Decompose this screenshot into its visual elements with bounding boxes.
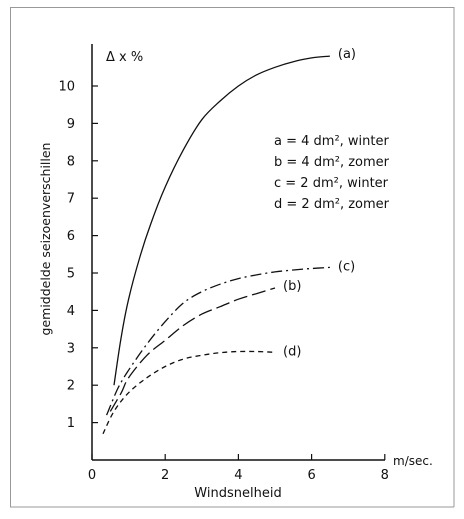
y-tick-label: 9: [67, 117, 75, 132]
x-tick-label: 0: [88, 468, 96, 483]
series-label: (d): [283, 344, 301, 359]
y-tick-label: 1: [67, 416, 75, 431]
legend-entry: d = 2 dm², zomer: [274, 197, 390, 212]
y-tick-label: 10: [58, 80, 75, 95]
chart-frame: 1 2 3 4 5 6 7 8 9 10 0 2 4 6 8 Δ x % m/sec. Windsnelh…: [10, 7, 458, 513]
y-tick-label: 6: [67, 229, 75, 244]
line-chart: 1 2 3 4 5 6 7 8 9 10 0 2 4 6 8 Δ x % m/sec. Windsnelh…: [10, 7, 455, 508]
series-label: (b): [283, 279, 301, 294]
y-axis-label: gemiddelde seizoenverschillen: [38, 143, 53, 336]
series-line-b: [109, 287, 276, 412]
y-tick-label: 5: [67, 267, 75, 282]
y-tick-label: 8: [67, 154, 75, 169]
legend-entry: b = 4 dm², zomer: [274, 155, 390, 170]
y-tick-label: 2: [67, 379, 75, 394]
x-tick-label: 4: [234, 468, 242, 483]
x-tick-label: 2: [161, 468, 169, 483]
legend-entry: c = 2 dm², winter: [274, 176, 389, 191]
legend-entry: a = 4 dm², winter: [274, 134, 389, 149]
legend: a = 4 dm², winter b = 4 dm², zomer c = 2 d…: [274, 134, 390, 212]
series-curves: (a) (b) (c) (d): [102, 47, 356, 435]
series-line-a: [113, 55, 330, 386]
y-axis-ticks: 1 2 3 4 5 6 7 8 9 10: [58, 80, 98, 431]
y-tick-label: 4: [67, 304, 75, 319]
y-tick-label: 3: [67, 341, 75, 356]
x-tick-label: 8: [381, 468, 389, 483]
y-tick-label: 7: [67, 192, 75, 207]
x-tick-label: 6: [307, 468, 315, 483]
x-axis-unit: m/sec.: [393, 454, 433, 468]
series-line-c: [106, 266, 330, 416]
x-axis-label: Windsnelheid: [194, 486, 281, 501]
x-axis-ticks: 0 2 4 6 8: [88, 454, 389, 483]
y-axis-unit: Δ x %: [106, 50, 143, 65]
series-label: (c): [338, 259, 355, 274]
series-label: (a): [338, 47, 356, 62]
series-line-d: [102, 350, 276, 435]
